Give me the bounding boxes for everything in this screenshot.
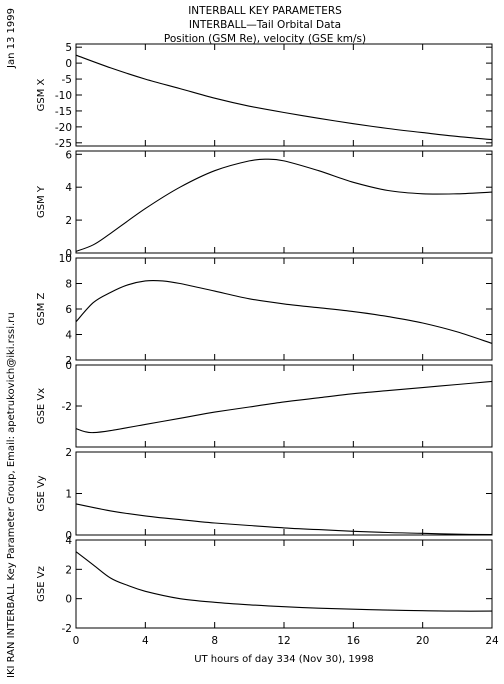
y-tick-label: 0 <box>65 594 72 606</box>
panel-gse-vx: 0 -2 GSE Vx <box>36 360 493 448</box>
y-tick-label: -10 <box>55 90 72 102</box>
series-line <box>75 158 493 252</box>
y-tick-label: 6 <box>65 149 72 161</box>
x-tick-label: 12 <box>277 635 290 647</box>
y-tick-label: 2 <box>65 447 72 459</box>
panel-frame <box>75 539 493 629</box>
series-line <box>75 503 493 536</box>
series-line <box>75 551 493 612</box>
figure-title: INTERBALL KEY PARAMETERS <box>188 5 342 17</box>
series-line <box>75 54 493 141</box>
y-tick-label: 6 <box>65 304 72 316</box>
credit-label: IKI RAN INTERBALL Key Parameter Group, E… <box>6 312 17 678</box>
series-line <box>75 279 493 344</box>
y-tick-label: -25 <box>55 138 72 150</box>
y-tick-label: -2 <box>62 401 72 413</box>
y-tick-label: -20 <box>55 122 72 134</box>
y-tick-label: 0 <box>65 248 72 260</box>
panel-gsm-y: 0 2 4 6 GSM Y <box>36 149 493 260</box>
x-tick-label: 24 <box>485 635 499 647</box>
x-tick-label: 20 <box>416 635 429 647</box>
panel-gsm-z: 2 4 6 8 10 GSM Z <box>36 253 493 367</box>
y-axis-label: GSE Vz <box>36 566 47 602</box>
figure-subtitle: INTERBALL—Tail Orbital Data <box>189 19 341 31</box>
y-axis-label: GSM Y <box>36 185 47 218</box>
x-axis-label: UT hours of day 334 (Nov 30), 1998 <box>194 654 374 665</box>
figure-units-line: Position (GSM Re), velocity (GSE km/s) <box>164 33 366 45</box>
series-line <box>75 380 493 434</box>
y-axis-label: GSM X <box>36 78 47 111</box>
y-tick-label: -15 <box>55 106 72 118</box>
y-tick-label: 0 <box>65 530 72 542</box>
y-tick-label: 0 <box>65 360 72 372</box>
y-tick-label: -2 <box>62 623 72 635</box>
y-tick-label: 2 <box>65 355 72 367</box>
y-tick-label: 10 <box>59 253 72 265</box>
x-tick-label: 4 <box>142 635 149 647</box>
panel-frame <box>75 43 493 147</box>
y-tick-label: 5 <box>65 42 72 54</box>
y-axis-label: GSE Vx <box>36 388 47 424</box>
y-tick-label: 4 <box>65 535 72 547</box>
panel-frame <box>75 451 493 536</box>
panel-frame <box>75 150 493 254</box>
x-tick-label: 8 <box>211 635 218 647</box>
panel-gsm-x: 5 0 -5 -10 -15 -20 -25 GSM X <box>36 42 493 150</box>
y-tick-label: -5 <box>62 74 72 86</box>
y-tick-label: 2 <box>65 564 72 576</box>
y-axis-label: GSE Vy <box>36 475 47 511</box>
y-axis-label: GSM Z <box>36 292 47 325</box>
panel-gse-vy: 0 1 2 GSE Vy <box>36 447 493 542</box>
x-tick-label: 16 <box>347 635 361 647</box>
y-tick-label: 0 <box>65 58 72 70</box>
y-tick-label: 2 <box>65 215 72 227</box>
y-tick-label: 8 <box>65 279 72 291</box>
date-label: Jan 13 1999 <box>6 8 17 69</box>
panel-frame <box>75 257 493 361</box>
x-tick-label: 0 <box>73 635 80 647</box>
panel-frame <box>75 364 493 448</box>
y-tick-label: 1 <box>65 489 72 501</box>
y-tick-label: 4 <box>65 182 72 194</box>
y-tick-label: 4 <box>65 330 72 342</box>
